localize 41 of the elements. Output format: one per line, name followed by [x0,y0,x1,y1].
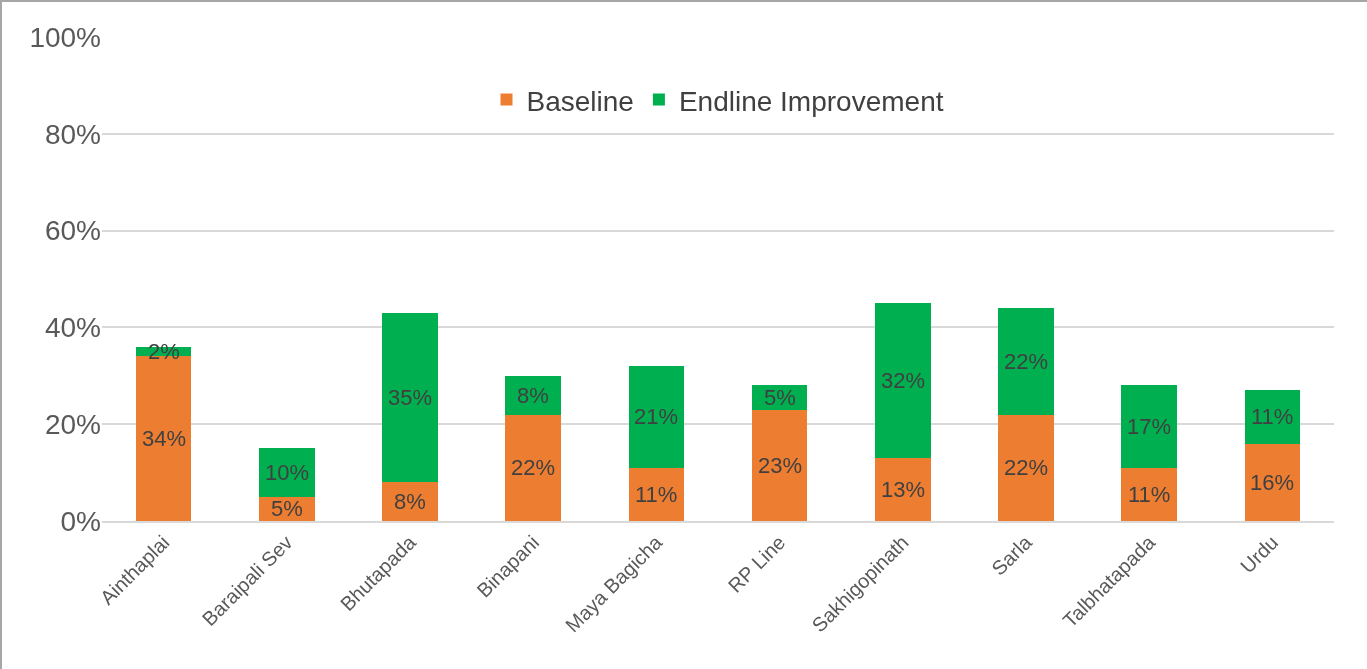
bar [998,414,1054,521]
data-label: 34% [142,426,187,451]
y-tick-label: 20% [44,409,101,440]
bar [1244,443,1301,521]
data-label: 13% [881,477,926,502]
data-label: 11% [1251,404,1294,429]
bar [1121,385,1177,468]
bar [875,458,931,521]
data-label: 32% [881,368,926,393]
y-tick-label: 0% [60,505,101,537]
y-tick-label: 80% [44,118,101,150]
data-label: 17% [1127,414,1172,439]
bar [259,448,315,497]
bar [628,366,685,468]
bar [751,409,808,521]
bar [875,303,931,459]
data-label: 10% [265,460,310,485]
data-label: 8% [394,489,426,514]
bar [382,312,438,483]
data-label: 16% [1250,470,1295,495]
data-label: 23% [758,453,803,478]
legend-label: Endline Improvement [678,85,944,117]
x-tick-label: RP Line [723,531,790,597]
data-label: 22% [1004,349,1049,374]
data-label: 5% [271,496,303,521]
data-label: 22% [1004,455,1049,480]
bar [1121,467,1177,521]
data-label: 35% [388,385,433,410]
data-label: 8% [517,383,549,408]
legend-label: Baseline [526,85,634,117]
y-tick-label: 100% [29,21,101,53]
bar [1244,390,1301,444]
bar [505,414,561,521]
data-label: 5% [764,385,796,410]
bar [998,308,1054,415]
data-label: 11% [1128,482,1171,507]
data-label: 11% [635,482,678,507]
data-label: 21% [634,404,679,429]
data-label: 22% [511,455,556,480]
y-tick-label: 40% [44,312,101,344]
y-tick-label: 60% [44,215,101,247]
